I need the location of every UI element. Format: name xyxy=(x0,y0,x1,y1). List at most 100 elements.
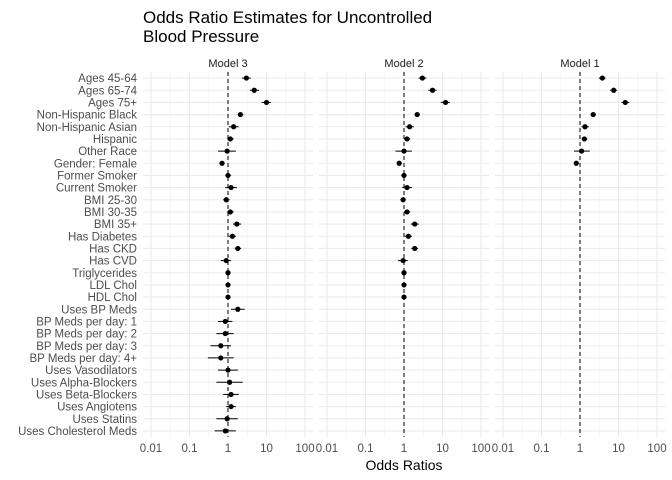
odds-ratio-point xyxy=(401,270,407,276)
odds-ratio-point xyxy=(442,99,449,106)
odds-ratio-point xyxy=(622,99,628,106)
y-tick-label: Uses BP Meds xyxy=(61,304,137,316)
x-tick-label: 0.1 xyxy=(534,443,550,455)
odds-ratio-point xyxy=(407,124,413,130)
x-axis-title: Odds Ratios xyxy=(365,457,442,473)
x-tick-label: 0.01 xyxy=(316,443,338,455)
y-tick-label: Gender: Female xyxy=(54,158,137,170)
odds-ratio-point xyxy=(263,99,270,106)
y-tick-label: Ages 45-64 xyxy=(78,73,137,85)
y-tick-label: Uses Angiotens xyxy=(57,402,137,414)
odds-ratio-point xyxy=(222,330,228,337)
odds-ratio-point xyxy=(223,197,229,203)
odds-ratio-point xyxy=(400,257,406,264)
odds-ratio-point xyxy=(218,343,224,349)
facet-panel: Model 2 0.01 0.1 1 10 100 xyxy=(316,58,491,455)
odds-ratio-point xyxy=(224,148,230,154)
odds-ratio-point xyxy=(227,209,233,215)
x-tick-label: 100 xyxy=(471,443,490,455)
x-tick-label: 10 xyxy=(436,443,449,455)
odds-ratio-point xyxy=(429,87,436,93)
odds-ratio-point xyxy=(573,160,579,166)
odds-ratio-point xyxy=(578,148,585,154)
odds-ratio-point xyxy=(226,379,233,385)
odds-ratio-point xyxy=(412,221,418,227)
y-tick-label: LDL Chol xyxy=(89,280,137,292)
odds-ratio-point xyxy=(228,184,234,191)
odds-ratio-point xyxy=(237,111,244,118)
y-tick-label: BP Meds per day: 1 xyxy=(36,316,137,328)
odds-ratio-point xyxy=(414,111,420,118)
odds-ratio-point xyxy=(223,257,229,264)
panels-layer: Model 3 0.01 0.1 1 10 100 Model 2 0.01 0.1 1 10 100… xyxy=(140,58,667,455)
chart-title: Odds Ratio Estimates for Uncontrolled Blo… xyxy=(143,8,432,46)
odds-ratio-point xyxy=(611,87,617,93)
chart-title-line-2: Blood Pressure xyxy=(143,27,259,46)
y-tick-label: BP Meds per day: 3 xyxy=(36,341,137,353)
odds-ratio-point xyxy=(225,294,231,300)
odds-ratio-point xyxy=(231,124,237,130)
x-tick-label: 1 xyxy=(225,443,231,455)
odds-ratio-point xyxy=(218,355,224,361)
y-tick-label: Ages 75+ xyxy=(88,97,137,109)
facet-panel: Model 3 0.01 0.1 1 10 100 xyxy=(140,58,315,455)
x-tick-label: 1 xyxy=(577,443,583,455)
y-tick-label: Has CVD xyxy=(89,256,137,268)
x-tick-label: 0.01 xyxy=(140,443,162,455)
odds-ratio-point xyxy=(225,367,231,373)
facet-strip-label: Model 2 xyxy=(384,58,423,70)
y-tick-label: Has CKD xyxy=(89,243,137,255)
odds-ratio-point xyxy=(404,136,410,142)
odds-ratio-point xyxy=(405,233,411,239)
odds-ratio-point xyxy=(229,233,235,239)
odds-ratio-point xyxy=(412,245,418,252)
facet-strip-label: Model 3 xyxy=(208,58,247,70)
odds-ratio-point xyxy=(225,282,231,288)
x-tick-label: 1 xyxy=(401,443,407,455)
y-tick-label: Triglycerides xyxy=(72,268,137,280)
x-tick-label: 0.1 xyxy=(358,443,374,455)
y-tick-label: BP Meds per day: 2 xyxy=(36,329,137,341)
y-tick-label: BMI 30-35 xyxy=(84,207,137,219)
odds-ratio-point xyxy=(227,136,233,142)
y-tick-label: Uses Cholesterol Meds xyxy=(18,426,137,438)
odds-ratio-point xyxy=(396,160,402,166)
odds-ratio-point xyxy=(581,136,587,142)
odds-ratio-point xyxy=(234,221,240,227)
x-tick-label: 100 xyxy=(647,443,666,455)
odds-ratio-point xyxy=(400,197,406,203)
y-tick-label: BMI 35+ xyxy=(94,219,137,231)
odds-ratio-point xyxy=(419,75,425,81)
odds-ratio-point xyxy=(404,184,410,191)
odds-ratio-point xyxy=(401,282,407,288)
x-tick-label: 0.1 xyxy=(182,443,198,455)
odds-ratio-point xyxy=(224,416,230,422)
odds-ratio-point xyxy=(219,160,225,166)
odds-ratio-point xyxy=(599,75,605,81)
y-tick-label: Other Race xyxy=(78,146,137,158)
facet-strip-label: Model 1 xyxy=(560,58,599,70)
odds-ratio-point xyxy=(404,209,410,215)
y-tick-label: Uses Vasodilators xyxy=(45,365,137,377)
y-tick-label: Non-Hispanic Asian xyxy=(37,122,137,134)
y-tick-label: Former Smoker xyxy=(57,170,137,182)
y-tick-label: BMI 25-30 xyxy=(84,195,137,207)
odds-ratio-point xyxy=(228,391,234,398)
y-tick-label: Current Smoker xyxy=(56,183,137,195)
x-tick-label: 10 xyxy=(260,443,273,455)
odds-ratio-point xyxy=(225,172,231,179)
odds-ratio-point xyxy=(222,318,228,325)
x-tick-label: 100 xyxy=(295,443,314,455)
y-tick-label: Ages 65-74 xyxy=(78,85,137,97)
y-tick-label: Non-Hispanic Black xyxy=(37,110,138,122)
y-tick-label: Uses Statins xyxy=(72,414,137,426)
odds-ratio-point xyxy=(401,172,407,179)
x-tick-label: 0.01 xyxy=(492,443,514,455)
odds-ratio-point xyxy=(243,75,249,81)
odds-ratio-point xyxy=(251,87,257,93)
y-tick-label: Hispanic xyxy=(93,134,137,146)
y-tick-label: HDL Chol xyxy=(88,292,137,304)
